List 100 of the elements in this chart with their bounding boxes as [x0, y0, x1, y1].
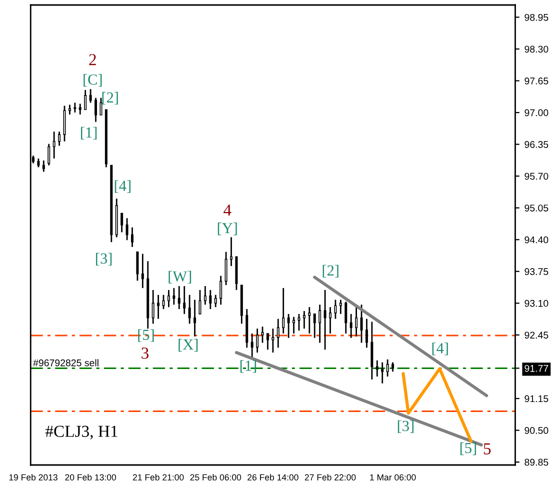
annotation: [5]: [460, 442, 476, 456]
candlestick: [339, 299, 342, 315]
annotation: [1]: [81, 126, 97, 140]
candlestick: [318, 304, 322, 344]
candlestick: [308, 306, 311, 334]
candlestick: [381, 362, 384, 384]
annotation: 3: [142, 348, 149, 359]
y-tick-label: 93.75: [524, 268, 548, 276]
y-tick-label: 92.45: [524, 332, 548, 339]
y-tick-label: 94.40: [524, 236, 548, 244]
candlestick: [120, 212, 124, 234]
candlestick: [136, 251, 139, 282]
candlestick: [78, 103, 82, 116]
candlestick: [324, 289, 326, 350]
candlestick: [376, 360, 378, 378]
candlestick: [204, 285, 206, 306]
candlestick: [360, 304, 363, 344]
candlestick: [386, 358, 389, 378]
candlestick: [63, 105, 66, 142]
candlestick: [100, 97, 102, 116]
annotation: [3]: [96, 252, 112, 266]
candlestick: [282, 287, 285, 334]
annotation: [5]: [138, 329, 154, 342]
candlestick: [126, 217, 128, 241]
candlestick: [48, 143, 50, 166]
candlestick: [152, 289, 154, 324]
annotation: [C]: [84, 74, 102, 87]
x-tick-label: 27 Feb 22:00: [304, 474, 356, 480]
candlestick: [183, 285, 186, 315]
candlestick: [224, 251, 228, 286]
candlestick: [157, 294, 160, 320]
candlestick: [162, 294, 165, 310]
candlestick: [355, 306, 358, 338]
candlestick: [89, 88, 92, 104]
y-tick-label: 90.50: [524, 427, 548, 434]
candlestick: [328, 306, 332, 334]
annotation: #CLJ3, H1: [45, 426, 118, 440]
candlestick: [287, 313, 290, 339]
y-tick-label: 97.00: [524, 109, 548, 116]
x-tick-label: 21 Feb 21:00: [132, 474, 184, 480]
annotation: [W]: [168, 270, 192, 284]
y-tick-label: 89.85: [524, 458, 548, 466]
annotation: [Y]: [218, 222, 237, 236]
candlestick: [220, 275, 222, 306]
annotation: 2: [89, 54, 96, 66]
y-tick-label: 98.95: [524, 14, 548, 21]
y-tick-label: 98.30: [524, 46, 548, 53]
x-tick-label: 19 Feb 2013: [9, 474, 58, 480]
candlestick: [172, 287, 176, 306]
candlestick: [365, 318, 368, 348]
candlestick: [261, 326, 264, 344]
annotation: [2]: [102, 92, 118, 105]
candlestick: [167, 289, 170, 308]
x-tick-label: 25 Feb 06:00: [190, 474, 242, 480]
y-tick-label: 96.35: [524, 141, 548, 148]
y-tick-label: 95.70: [524, 172, 548, 180]
candlestick: [276, 318, 280, 348]
y-tick-label: 93.10: [524, 300, 548, 307]
annotation: 5: [484, 443, 491, 454]
candlestick: [84, 89, 87, 110]
candlestick: [198, 289, 202, 315]
candlestick: [94, 97, 98, 123]
annotation: 4: [224, 204, 232, 216]
candlestick: [334, 299, 337, 320]
annotation: [4]: [114, 180, 130, 193]
candlestick: [250, 332, 254, 358]
candlestick: [266, 332, 269, 350]
y-tick-label: 91.15: [524, 395, 548, 402]
candlestick: [141, 253, 144, 289]
y-tick-label: 95.05: [524, 204, 548, 212]
candlestick: [298, 313, 300, 332]
candlestick: [392, 362, 394, 372]
y-tick-label: 91.77: [524, 364, 548, 372]
candlestick: [344, 301, 348, 334]
annotation: [4]: [432, 342, 448, 356]
y-tick-label: 97.65: [524, 78, 548, 84]
candlestick: [194, 299, 196, 338]
candlestick: [350, 313, 352, 339]
candlestick: [68, 104, 71, 116]
candlestick: [272, 328, 274, 354]
candlestick: [230, 236, 232, 267]
candlestick: [52, 130, 56, 160]
candlestick: [214, 294, 217, 308]
annotation: [2]: [322, 264, 338, 278]
candlestick: [313, 313, 316, 339]
candlestick: [178, 285, 180, 310]
candlestick: [130, 226, 134, 248]
candlestick: [188, 294, 191, 324]
annotation: [3]: [398, 420, 414, 433]
candlestick: [256, 328, 259, 354]
annotation: [1]: [240, 360, 256, 373]
x-tick-label: 20 Feb 13:00: [65, 474, 116, 480]
annotation: [X]: [178, 338, 198, 352]
candlestick: [74, 102, 76, 114]
x-tick-label: 1 Mar 06:00: [370, 474, 416, 480]
candlestick: [209, 289, 212, 310]
candlestick: [58, 130, 61, 146]
ref-line-label: #96792825 sell: [33, 359, 98, 366]
candlestick: [302, 310, 306, 330]
x-tick-label: 26 Feb 14:00: [248, 474, 298, 480]
